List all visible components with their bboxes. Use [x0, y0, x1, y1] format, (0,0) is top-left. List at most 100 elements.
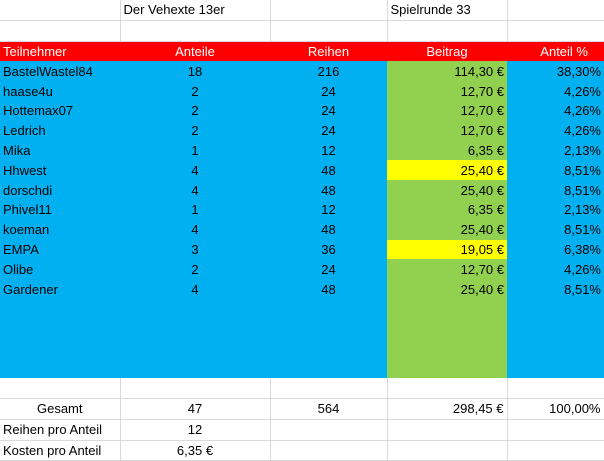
participant-name[interactable]: Hhwest	[0, 160, 120, 181]
participant-anteile[interactable]: 1	[120, 199, 270, 220]
participant-reihen[interactable]: 24	[270, 120, 387, 141]
participant-anteile[interactable]: 4	[120, 279, 270, 299]
participant-name[interactable]: EMPA	[0, 239, 120, 260]
participant-beitrag[interactable]: 12,70 €	[387, 81, 507, 101]
participant-beitrag[interactable]: 6,35 €	[387, 140, 507, 161]
totals-anteil-pct[interactable]: 100,00%	[507, 398, 604, 420]
participant-reihen[interactable]: 24	[270, 100, 387, 121]
participant-beitrag[interactable]: 19,05 €	[387, 239, 507, 260]
participant-name[interactable]: Phivel11	[0, 199, 120, 220]
participant-name[interactable]: Hottemax07	[0, 100, 120, 121]
cell-empty[interactable]	[0, 358, 120, 379]
participant-beitrag[interactable]: 25,40 €	[387, 180, 507, 200]
cell-empty[interactable]	[120, 378, 271, 399]
header-teilnehmer[interactable]: Teilnehmer	[0, 41, 120, 62]
cell-empty[interactable]	[0, 318, 120, 339]
totals-reihen[interactable]: 564	[270, 398, 388, 420]
participant-anteile[interactable]: 4	[120, 219, 270, 240]
participant-name[interactable]: Ledrich	[0, 120, 120, 141]
participant-anteile[interactable]: 4	[120, 160, 270, 181]
participant-anteile[interactable]: 2	[120, 100, 270, 121]
participant-reihen[interactable]: 12	[270, 199, 387, 220]
cell-a1[interactable]	[0, 0, 121, 21]
cell-empty[interactable]	[0, 378, 121, 399]
participant-name[interactable]: Gardener	[0, 279, 120, 299]
participant-reihen[interactable]: 24	[270, 259, 387, 280]
cell-empty[interactable]	[0, 338, 120, 359]
cell-empty[interactable]	[387, 298, 507, 319]
cell-empty[interactable]	[387, 318, 507, 339]
cell-empty[interactable]	[0, 20, 121, 42]
cell-empty[interactable]	[120, 20, 271, 42]
cell-empty[interactable]	[270, 338, 387, 359]
participant-anteile[interactable]: 2	[120, 259, 270, 280]
cell-empty[interactable]	[387, 338, 507, 359]
participant-beitrag[interactable]: 12,70 €	[387, 120, 507, 141]
participant-reihen[interactable]: 36	[270, 239, 387, 260]
participant-anteil-pct[interactable]: 8,51%	[507, 279, 604, 299]
participant-reihen[interactable]: 12	[270, 140, 387, 161]
participant-anteile[interactable]: 2	[120, 81, 270, 101]
participant-beitrag[interactable]: 6,35 €	[387, 199, 507, 220]
reihen-pro-anteil-label[interactable]: Reihen pro Anteil	[0, 419, 121, 441]
participant-beitrag[interactable]: 25,40 €	[387, 219, 507, 240]
participant-anteil-pct[interactable]: 4,26%	[507, 100, 604, 121]
round-label-cell[interactable]: Spielrunde 33	[387, 0, 508, 21]
participant-name[interactable]: koeman	[0, 219, 120, 240]
cell-empty[interactable]	[507, 298, 604, 319]
participant-anteil-pct[interactable]: 2,13%	[507, 199, 604, 220]
cell-empty[interactable]	[387, 378, 508, 399]
header-anteile[interactable]: Anteile	[120, 41, 270, 62]
participant-anteile[interactable]: 1	[120, 140, 270, 161]
participant-reihen[interactable]: 48	[270, 160, 387, 181]
participant-anteil-pct[interactable]: 6,38%	[507, 239, 604, 260]
participant-beitrag[interactable]: 25,40 €	[387, 279, 507, 299]
participant-name[interactable]: dorschdi	[0, 180, 120, 200]
cell-c1[interactable]	[270, 0, 388, 21]
participant-anteile[interactable]: 4	[120, 180, 270, 200]
participant-name[interactable]: Olibe	[0, 259, 120, 280]
cell-empty[interactable]	[507, 378, 604, 399]
participant-name[interactable]: BastelWastel84	[0, 61, 120, 82]
participant-anteil-pct[interactable]: 8,51%	[507, 160, 604, 181]
cell-empty[interactable]	[387, 440, 508, 461]
totals-beitrag[interactable]: 298,45 €	[387, 398, 508, 420]
kosten-pro-anteil-value[interactable]: 6,35 €	[120, 440, 271, 461]
cell-empty[interactable]	[270, 440, 388, 461]
participant-reihen[interactable]: 24	[270, 81, 387, 101]
cell-empty[interactable]	[507, 358, 604, 379]
participant-beitrag[interactable]: 25,40 €	[387, 160, 507, 181]
cell-empty[interactable]	[387, 20, 508, 42]
cell-empty[interactable]	[270, 298, 387, 319]
cell-empty[interactable]	[0, 298, 120, 319]
participant-beitrag[interactable]: 114,30 €	[387, 61, 507, 82]
participant-anteil-pct[interactable]: 4,26%	[507, 120, 604, 141]
cell-empty[interactable]	[270, 20, 388, 42]
participant-beitrag[interactable]: 12,70 €	[387, 100, 507, 121]
cell-empty[interactable]	[507, 20, 604, 42]
header-anteil-pct[interactable]: Anteil %	[507, 41, 604, 62]
participant-anteil-pct[interactable]: 4,26%	[507, 81, 604, 101]
participant-anteile[interactable]: 3	[120, 239, 270, 260]
participant-anteil-pct[interactable]: 8,51%	[507, 180, 604, 200]
cell-e1[interactable]	[507, 0, 604, 21]
cell-empty[interactable]	[270, 318, 387, 339]
sheet-title[interactable]: Der Vehexte 13er	[120, 0, 271, 21]
participant-anteile[interactable]: 2	[120, 120, 270, 141]
cell-empty[interactable]	[387, 358, 507, 379]
cell-empty[interactable]	[120, 298, 270, 319]
participant-anteil-pct[interactable]: 4,26%	[507, 259, 604, 280]
participant-reihen[interactable]: 48	[270, 180, 387, 200]
cell-empty[interactable]	[120, 318, 270, 339]
participant-name[interactable]: haase4u	[0, 81, 120, 101]
participant-beitrag[interactable]: 12,70 €	[387, 259, 507, 280]
totals-anteile[interactable]: 47	[120, 398, 271, 420]
participant-anteil-pct[interactable]: 38,30%	[507, 61, 604, 82]
participant-anteil-pct[interactable]: 8,51%	[507, 219, 604, 240]
cell-empty[interactable]	[270, 358, 387, 379]
participant-anteil-pct[interactable]: 2,13%	[507, 140, 604, 161]
totals-label[interactable]: Gesamt	[0, 398, 121, 420]
cell-empty[interactable]	[507, 440, 604, 461]
participant-anteile[interactable]: 18	[120, 61, 270, 82]
participant-reihen[interactable]: 216	[270, 61, 387, 82]
